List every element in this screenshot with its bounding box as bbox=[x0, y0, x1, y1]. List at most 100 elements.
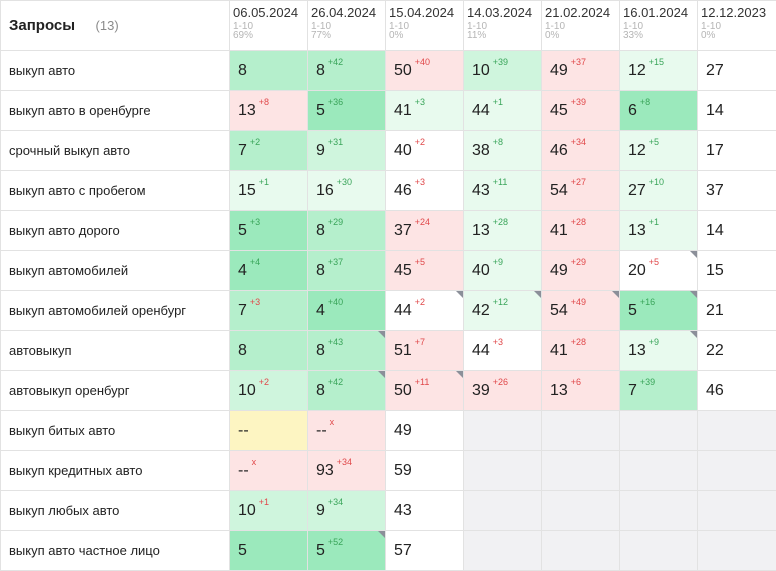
position-cell[interactable]: 43 bbox=[386, 491, 464, 531]
position-cell[interactable]: 46+34 bbox=[542, 131, 620, 171]
position-cell[interactable]: 5+16 bbox=[620, 291, 698, 331]
position-cell[interactable]: 8 bbox=[230, 51, 308, 91]
position-cell[interactable]: 45+5 bbox=[386, 251, 464, 291]
position-cell[interactable]: 17 bbox=[698, 131, 776, 171]
position-cell[interactable]: 45+39 bbox=[542, 91, 620, 131]
position-cell[interactable]: --x bbox=[230, 451, 308, 491]
position-cell[interactable]: 51+7 bbox=[386, 331, 464, 371]
position-cell[interactable]: 8+43 bbox=[308, 331, 386, 371]
position-cell[interactable]: 15 bbox=[698, 251, 776, 291]
position-cell[interactable]: 38+8 bbox=[464, 131, 542, 171]
position-cell[interactable]: 13+8 bbox=[230, 91, 308, 131]
position-cell[interactable]: 46+3 bbox=[386, 171, 464, 211]
position-cell[interactable]: 12+15 bbox=[620, 51, 698, 91]
position-cell[interactable]: 10+2 bbox=[230, 371, 308, 411]
position-value: 13 bbox=[628, 222, 646, 239]
position-cell[interactable]: 5+52 bbox=[308, 531, 386, 571]
position-cell[interactable]: 16+30 bbox=[308, 171, 386, 211]
position-cell[interactable]: 50+40 bbox=[386, 51, 464, 91]
position-cell[interactable]: 13+28 bbox=[464, 211, 542, 251]
empty-position-cell bbox=[464, 491, 542, 531]
position-cell[interactable]: 5+3 bbox=[230, 211, 308, 251]
position-cell[interactable]: 10+39 bbox=[464, 51, 542, 91]
position-cell[interactable]: 49+37 bbox=[542, 51, 620, 91]
position-cell[interactable]: 39+26 bbox=[464, 371, 542, 411]
position-cell[interactable]: 4+40 bbox=[308, 291, 386, 331]
position-cell[interactable]: 22 bbox=[698, 331, 776, 371]
position-cell[interactable]: 40+2 bbox=[386, 131, 464, 171]
position-cell[interactable]: 44+3 bbox=[464, 331, 542, 371]
position-value: 21 bbox=[706, 302, 724, 319]
position-cell[interactable]: 14 bbox=[698, 211, 776, 251]
position-cell[interactable]: 5+36 bbox=[308, 91, 386, 131]
position-cell[interactable]: 42+12 bbox=[464, 291, 542, 331]
position-cell[interactable]: 49 bbox=[386, 411, 464, 451]
position-cell[interactable]: 20+5 bbox=[620, 251, 698, 291]
position-cell[interactable]: 43+11 bbox=[464, 171, 542, 211]
position-value: -- bbox=[238, 422, 249, 439]
position-delta: +34 bbox=[337, 457, 352, 467]
date-label: 12.12.2023 bbox=[698, 1, 776, 20]
position-cell[interactable]: 46 bbox=[698, 371, 776, 411]
position-cell[interactable]: 13+9 bbox=[620, 331, 698, 371]
position-cell[interactable]: 40+9 bbox=[464, 251, 542, 291]
position-cell[interactable]: 13+6 bbox=[542, 371, 620, 411]
position-cell[interactable]: -- bbox=[230, 411, 308, 451]
position-cell[interactable]: 6+8 bbox=[620, 91, 698, 131]
position-cell[interactable]: 44+1 bbox=[464, 91, 542, 131]
position-cell[interactable]: 7+3 bbox=[230, 291, 308, 331]
position-cell[interactable]: 13+1 bbox=[620, 211, 698, 251]
position-cell[interactable]: 12+5 bbox=[620, 131, 698, 171]
position-cell[interactable]: 27+10 bbox=[620, 171, 698, 211]
position-cell[interactable]: 8+37 bbox=[308, 251, 386, 291]
position-value: 27 bbox=[706, 62, 724, 79]
position-value: 8 bbox=[238, 342, 247, 359]
position-cell[interactable]: 93+34 bbox=[308, 451, 386, 491]
position-value: 46 bbox=[394, 182, 412, 199]
position-cell[interactable]: 41+28 bbox=[542, 211, 620, 251]
position-cell[interactable]: 8+29 bbox=[308, 211, 386, 251]
position-cell[interactable]: 50+11 bbox=[386, 371, 464, 411]
position-cell[interactable]: 37 bbox=[698, 171, 776, 211]
position-cell[interactable]: 41+28 bbox=[542, 331, 620, 371]
position-cell[interactable]: 9+31 bbox=[308, 131, 386, 171]
position-delta: +5 bbox=[649, 137, 659, 147]
position-cell[interactable]: 57 bbox=[386, 531, 464, 571]
position-cell[interactable]: 27 bbox=[698, 51, 776, 91]
position-cell[interactable]: 15+1 bbox=[230, 171, 308, 211]
position-cell[interactable]: 44+2 bbox=[386, 291, 464, 331]
position-value: 46 bbox=[550, 142, 568, 159]
position-value: 9 bbox=[316, 142, 325, 159]
position-cell[interactable]: 54+49 bbox=[542, 291, 620, 331]
position-cell[interactable]: 21 bbox=[698, 291, 776, 331]
position-cell[interactable]: 8 bbox=[230, 331, 308, 371]
position-cell[interactable]: 9+34 bbox=[308, 491, 386, 531]
top-percent: 11% bbox=[464, 31, 541, 40]
position-cell[interactable]: 7+39 bbox=[620, 371, 698, 411]
position-cell[interactable]: 59 bbox=[386, 451, 464, 491]
position-cell[interactable]: 7+2 bbox=[230, 131, 308, 171]
position-cell[interactable]: 8+42 bbox=[308, 371, 386, 411]
position-cell[interactable]: 54+27 bbox=[542, 171, 620, 211]
position-cell[interactable]: 41+3 bbox=[386, 91, 464, 131]
position-cell[interactable]: 5 bbox=[230, 531, 308, 571]
position-cell[interactable]: 49+29 bbox=[542, 251, 620, 291]
position-cell[interactable]: --x bbox=[308, 411, 386, 451]
position-value: 17 bbox=[706, 142, 724, 159]
query-cell: выкуп автомобилей bbox=[1, 251, 230, 291]
position-cell[interactable]: 14 bbox=[698, 91, 776, 131]
position-cell[interactable]: 10+1 bbox=[230, 491, 308, 531]
position-cell[interactable]: 8+42 bbox=[308, 51, 386, 91]
position-delta: +24 bbox=[415, 217, 430, 227]
position-cell[interactable]: 37+24 bbox=[386, 211, 464, 251]
position-cell[interactable]: 4+4 bbox=[230, 251, 308, 291]
